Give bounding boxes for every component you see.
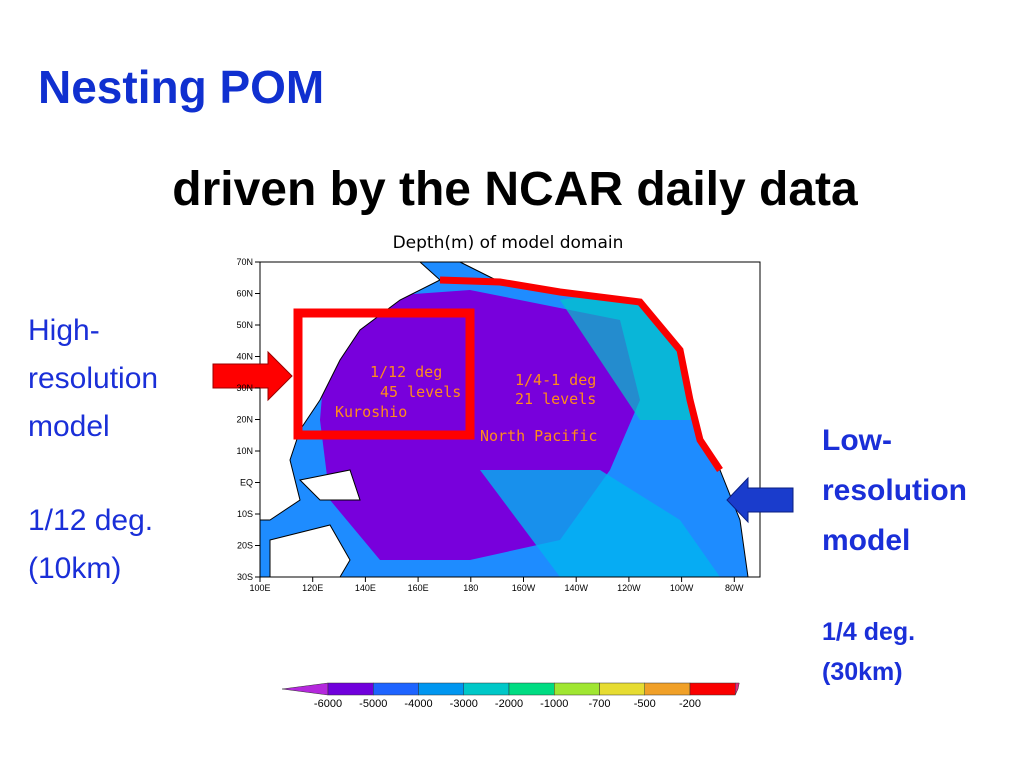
lat-label: 60N — [236, 289, 253, 299]
lat-label: 10S — [237, 509, 253, 519]
colorbar-label: -200 — [679, 698, 701, 710]
lat-label: 40N — [236, 352, 253, 362]
lon-label: 140E — [355, 583, 376, 593]
land-australia — [269, 524, 351, 578]
annotation: North Pacific — [480, 427, 597, 445]
lon-label: 80W — [725, 583, 744, 593]
colorbar-label: -4000 — [404, 698, 432, 710]
colorbar-end — [735, 682, 740, 696]
colorbar-label: -2000 — [495, 698, 523, 710]
label: model — [28, 410, 110, 443]
annotation: Kuroshio — [335, 403, 407, 421]
lon-label: 160E — [408, 583, 429, 593]
lat-label: 30N — [236, 383, 253, 393]
colorbar-label: -3000 — [450, 698, 478, 710]
colorbar-label: -500 — [634, 698, 656, 710]
label: resolution — [822, 474, 967, 507]
colorbar-segment — [554, 682, 600, 696]
right-text: Low- resolution model 1/4 deg. (30km) — [822, 424, 967, 686]
lon-label: 140W — [564, 583, 588, 593]
land-islands — [298, 469, 361, 501]
lon-label: 120W — [617, 583, 641, 593]
blue-arrow — [726, 476, 794, 524]
annotation: 1/4-1 deg — [515, 371, 596, 389]
lat-label: EQ — [240, 478, 253, 488]
lat-label: 50N — [236, 320, 253, 330]
colorbar-label: -5000 — [359, 698, 387, 710]
lat-label: 70N — [236, 257, 253, 267]
colorbar-segment — [418, 682, 464, 696]
annotation: 1/12 deg — [370, 363, 442, 381]
shelf — [480, 470, 720, 577]
title: Nesting POM — [38, 61, 324, 113]
lon-label: 100E — [249, 583, 270, 593]
annotation: 21 levels — [515, 390, 596, 408]
label: 1/12 deg. — [28, 504, 153, 537]
label: (30km) — [822, 658, 903, 686]
map: 1/12 deg 45 levels Kuroshio 1/4-1 deg 21… — [259, 261, 761, 578]
annotation: 45 levels — [380, 383, 461, 401]
colorbar-segment — [327, 682, 374, 696]
lat-label: 10N — [236, 446, 253, 456]
left-text: High- resolution model 1/12 deg. (10km) — [28, 314, 158, 585]
subtitle: driven by the NCAR daily data — [172, 163, 858, 216]
colorbar-segment — [508, 682, 555, 696]
colorbar-segment — [373, 682, 419, 696]
red-arrow — [212, 350, 293, 402]
colorbar-segment — [463, 682, 510, 696]
label: 1/4 deg. — [822, 618, 915, 646]
map-title: Depth(m) of model domain — [393, 233, 624, 253]
lon-label: 160W — [512, 583, 536, 593]
lon-label: 180 — [463, 583, 478, 593]
coast-shelf — [439, 276, 723, 472]
lat-label: 30S — [237, 572, 253, 582]
colorbar-label: -700 — [588, 698, 610, 710]
lon-label: 120E — [302, 583, 323, 593]
colorbar-segment — [644, 682, 691, 696]
lon-label: 100W — [670, 583, 694, 593]
colorbar-end — [281, 682, 329, 696]
lat-label: 20N — [236, 415, 253, 425]
nest-box — [293, 308, 475, 440]
colorbar-segment — [599, 682, 645, 696]
label: resolution — [28, 362, 158, 395]
label: (10km) — [28, 552, 121, 585]
colorbar-segment — [689, 682, 736, 696]
lat-label: 20S — [237, 541, 253, 551]
colorbar-label: -1000 — [540, 698, 568, 710]
label: Low- — [822, 424, 892, 457]
colorbar-label: -6000 — [314, 698, 342, 710]
label: model — [822, 524, 910, 557]
label: High- — [28, 314, 100, 347]
